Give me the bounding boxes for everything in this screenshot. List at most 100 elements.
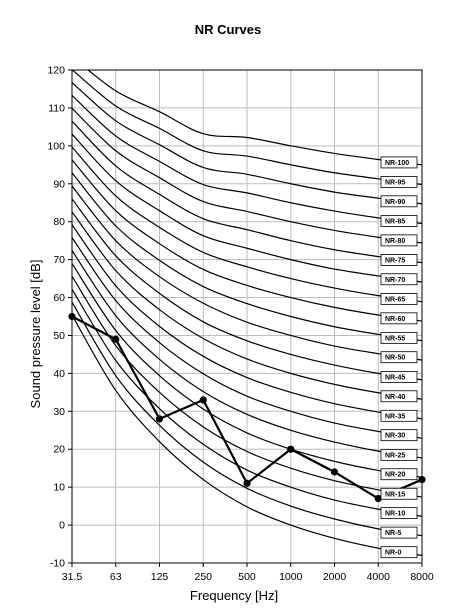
curve-label-text: NR-75 [385, 257, 405, 264]
curve-label: NR-0 [380, 546, 418, 559]
nr-curve [72, 120, 422, 264]
curve-label-box [380, 156, 418, 169]
nr-curve [72, 185, 422, 361]
curve-labels: NR-0 NR-5 NR-10 NR-15 NR-20 NR-25 NR-30 NR-35 NR… [380, 156, 418, 559]
y-tick-label: 0 [59, 520, 65, 532]
measured-point [112, 335, 120, 343]
curve-label-text: NR-90 [385, 199, 405, 206]
curve-label-text: NR-70 [385, 277, 405, 284]
curve-label-text: NR-20 [385, 472, 405, 479]
nr-curve [72, 133, 422, 283]
nr-curve [72, 301, 422, 537]
curve-label-box [380, 312, 418, 325]
curve-label-text: NR-10 [385, 511, 405, 518]
y-tick-label: 10 [53, 482, 65, 494]
curve-label: NR-45 [380, 371, 418, 383]
y-tick-labels: -10 0 10 20 30 40 50 60 70 80 90 100 110 120 [47, 65, 65, 570]
curve-label: NR-15 [380, 487, 418, 500]
plot-border [71, 69, 423, 564]
curve-label-box [380, 234, 418, 247]
measured-point [155, 415, 164, 423]
curve-label-box [380, 176, 418, 188]
curve-label-box [380, 487, 418, 500]
measured-point [243, 479, 251, 487]
x-tick-labels: 31.5 63 125 250 500 1000 2000 4000 8000 [62, 571, 434, 583]
nr-curve [72, 250, 422, 459]
curve-label-box [380, 526, 418, 539]
curve-label-box [380, 409, 418, 422]
measured-point [199, 396, 207, 404]
x-tick-label: 2000 [323, 571, 347, 583]
curve-label-text: NR-30 [385, 433, 405, 440]
y-tick-label: -10 [50, 558, 65, 570]
nr-curve [72, 288, 422, 517]
curve-label-text: NR-45 [385, 374, 405, 381]
curve-label: NR-25 [380, 448, 418, 461]
x-tick-label: 4000 [367, 571, 391, 583]
nr-curve [72, 198, 422, 381]
nr-curve [72, 237, 422, 439]
curve-label-text: NR-55 [385, 335, 405, 342]
nr-curve [72, 263, 422, 478]
measured-spectrum [68, 312, 426, 503]
y-tick-label: 80 [53, 216, 65, 228]
curve-label-text: NR-60 [385, 316, 405, 323]
curve-label-text: NR-100 [385, 160, 409, 167]
x-tick-label: 8000 [410, 571, 434, 583]
chart-title: NR Curves [195, 22, 261, 37]
curve-label-box [380, 331, 418, 344]
x-tick-label: 125 [151, 571, 169, 583]
curve-label-box [380, 351, 418, 364]
curve-label: NR-30 [380, 429, 418, 442]
nr-curve [72, 275, 422, 498]
curve-label: NR-100 [380, 156, 418, 169]
measured-point [374, 494, 382, 503]
y-tick-label: 20 [53, 444, 65, 456]
curve-label: NR-35 [380, 409, 418, 422]
curve-label-text: NR-65 [385, 296, 405, 303]
nr-curve [87, 70, 422, 166]
curve-label-text: NR-25 [385, 452, 405, 459]
curve-label-text: NR-0 [385, 550, 401, 557]
x-tick-label: 31.5 [62, 571, 83, 583]
nr-curve [72, 172, 422, 342]
curve-label-box [380, 429, 418, 442]
curve-label: NR-85 [380, 215, 418, 227]
y-tick-label: 60 [53, 292, 65, 304]
y-tick-label: 100 [47, 140, 65, 152]
curve-label-box [380, 293, 418, 305]
nr-curve [72, 94, 422, 225]
curve-label: NR-40 [380, 390, 418, 403]
nr-curve [72, 146, 422, 303]
y-axis-title: Sound pressure level [dB] [28, 260, 43, 409]
nr-curves [72, 70, 422, 557]
nr-curve [72, 211, 422, 400]
curve-label: NR-10 [380, 507, 418, 520]
curve-label-box [380, 273, 418, 286]
curve-label: NR-50 [380, 351, 418, 364]
curve-label-text: NR-40 [385, 394, 405, 401]
curve-label-box [380, 195, 418, 208]
curve-label-text: NR-50 [385, 355, 405, 362]
curve-label-text: NR-5 [385, 530, 401, 537]
curve-label: NR-90 [380, 195, 418, 208]
y-tick-label: 90 [53, 178, 65, 190]
x-axis-title: Frequency [Hz] [190, 588, 278, 603]
curve-label: NR-5 [380, 526, 418, 539]
curve-label-text: NR-85 [385, 219, 405, 226]
y-tick-label: 70 [53, 254, 65, 266]
y-tick-label: 40 [53, 368, 65, 380]
nr-curve [72, 159, 422, 322]
plot-frame [68, 69, 423, 567]
x-tick-label: 250 [194, 571, 212, 583]
curve-label: NR-20 [380, 468, 418, 481]
nr-curve [72, 314, 422, 557]
y-tick-label: 30 [53, 406, 65, 418]
y-tick-label: 120 [47, 65, 65, 77]
curve-label: NR-75 [380, 254, 418, 266]
measured-point [287, 445, 295, 453]
nr-curve [72, 82, 422, 205]
measured-point [330, 468, 339, 476]
